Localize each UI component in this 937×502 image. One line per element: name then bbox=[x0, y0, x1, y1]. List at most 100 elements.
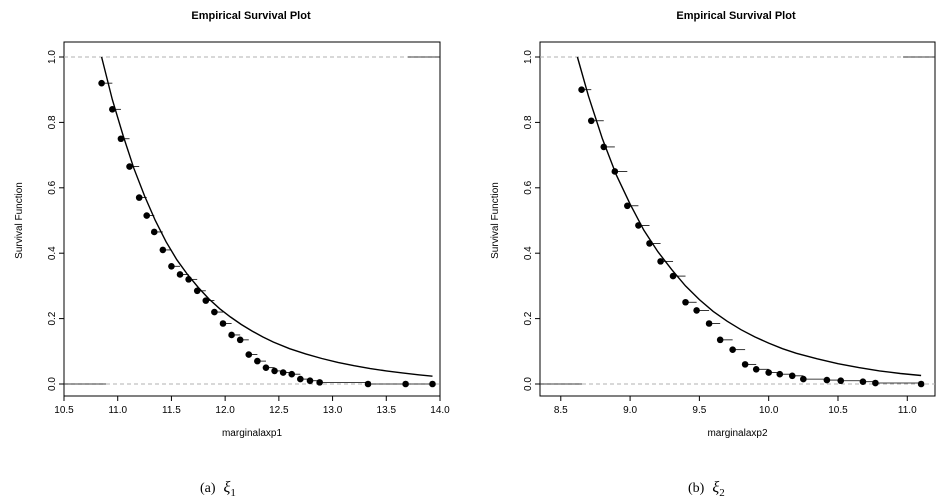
x-tick-label: 10.5 bbox=[54, 405, 74, 416]
x-tick-label: 14.0 bbox=[430, 405, 450, 416]
data-point bbox=[705, 320, 713, 327]
y-tick-label: 1.0 bbox=[47, 50, 58, 64]
data-point bbox=[98, 79, 105, 87]
data-point bbox=[117, 135, 125, 143]
y-tick-label: 0.4 bbox=[523, 246, 534, 260]
data-point bbox=[578, 86, 585, 93]
data-point bbox=[823, 376, 831, 384]
x-tick-label: 10.5 bbox=[828, 405, 848, 416]
data-point bbox=[669, 272, 677, 280]
y-axis-label: Survival Function bbox=[14, 182, 25, 259]
data-point bbox=[635, 222, 642, 229]
caption-prefix: (a) bbox=[200, 481, 216, 496]
data-point bbox=[143, 212, 151, 219]
data-point bbox=[254, 357, 261, 365]
fitted-survival-curve bbox=[576, 56, 922, 377]
data-point bbox=[306, 377, 314, 385]
caption-subscript: 1 bbox=[230, 487, 236, 499]
data-point bbox=[716, 336, 724, 344]
y-tick-label: 0.8 bbox=[47, 115, 58, 129]
x-tick-label: 12.5 bbox=[269, 405, 289, 416]
y-tick-label: 1.0 bbox=[523, 50, 534, 64]
data-point bbox=[859, 378, 867, 386]
y-tick-label: 0.6 bbox=[47, 180, 58, 194]
data-point bbox=[219, 320, 227, 327]
data-point bbox=[837, 377, 845, 385]
x-axis-label: marginalaxp2 bbox=[707, 428, 767, 439]
data-point bbox=[872, 379, 879, 387]
caption-symbol: ξ bbox=[712, 479, 719, 496]
y-tick-label: 0.2 bbox=[523, 311, 534, 325]
data-point bbox=[600, 143, 608, 151]
data-point bbox=[236, 336, 244, 344]
caption-prefix: (b) bbox=[688, 481, 705, 496]
y-axis-label: Survival Function bbox=[490, 182, 501, 259]
y-tick-label: 0.2 bbox=[47, 311, 58, 325]
data-point bbox=[126, 163, 133, 170]
data-point bbox=[429, 380, 436, 388]
y-tick-label: 0.4 bbox=[47, 246, 58, 260]
caption-subscript: 2 bbox=[719, 487, 725, 499]
data-point bbox=[765, 369, 772, 376]
x-tick-label: 10.0 bbox=[759, 405, 779, 416]
data-point bbox=[297, 375, 304, 383]
y-tick-label: 0.6 bbox=[523, 180, 534, 194]
data-point bbox=[262, 364, 270, 371]
data-point bbox=[211, 308, 218, 316]
x-tick-label: 9.0 bbox=[623, 405, 637, 416]
x-tick-label: 8.5 bbox=[554, 405, 568, 416]
data-point bbox=[364, 380, 372, 388]
data-point bbox=[646, 240, 653, 247]
data-point bbox=[316, 379, 323, 386]
data-point bbox=[176, 271, 184, 278]
data-point bbox=[279, 369, 287, 376]
data-point bbox=[185, 276, 192, 283]
data-point bbox=[624, 202, 631, 210]
y-tick-label: 0.8 bbox=[523, 115, 534, 129]
data-point bbox=[202, 297, 210, 304]
data-point bbox=[159, 246, 167, 254]
data-point bbox=[135, 194, 143, 201]
data-point bbox=[228, 331, 235, 339]
data-point bbox=[788, 372, 796, 380]
x-axis-label: marginalaxp1 bbox=[222, 428, 282, 439]
data-point bbox=[402, 380, 409, 388]
data-point bbox=[729, 346, 736, 353]
data-point bbox=[800, 375, 807, 383]
data-point bbox=[109, 106, 116, 113]
data-point bbox=[245, 351, 253, 358]
data-point bbox=[271, 367, 278, 375]
x-tick-label: 11.5 bbox=[162, 405, 181, 416]
x-tick-label: 13.0 bbox=[323, 405, 343, 416]
data-point bbox=[752, 365, 760, 373]
x-tick-label: 13.5 bbox=[377, 405, 397, 416]
chart-title: Empirical Survival Plot bbox=[676, 10, 796, 22]
plot-frame bbox=[63, 41, 441, 397]
x-tick-label: 11.0 bbox=[108, 405, 127, 416]
data-point bbox=[741, 361, 749, 368]
data-point bbox=[288, 370, 296, 378]
data-point bbox=[657, 258, 664, 265]
data-point bbox=[682, 298, 689, 306]
y-tick-label: 0.0 bbox=[523, 377, 534, 391]
data-point bbox=[776, 370, 784, 378]
data-point bbox=[587, 117, 595, 125]
plot-frame bbox=[539, 41, 936, 397]
panel-b: Empirical Survival Plot 8.5 9.0 9.5 10.0 10.5… bbox=[490, 10, 936, 499]
chart-title: Empirical Survival Plot bbox=[191, 10, 311, 22]
data-point bbox=[168, 262, 175, 270]
caption-symbol: ξ bbox=[224, 479, 231, 496]
data-point bbox=[611, 168, 619, 175]
x-tick-label: 9.5 bbox=[692, 405, 706, 416]
x-tick-label: 11.0 bbox=[898, 405, 917, 416]
data-point bbox=[693, 307, 700, 314]
figure-caption: (a) ξ1 bbox=[200, 479, 236, 499]
x-tick-label: 12.0 bbox=[215, 405, 235, 416]
fitted-survival-curve bbox=[100, 56, 433, 377]
data-point bbox=[193, 287, 201, 295]
data-point bbox=[150, 228, 158, 236]
figure-caption: (b) ξ2 bbox=[688, 479, 725, 499]
data-point bbox=[917, 380, 925, 388]
